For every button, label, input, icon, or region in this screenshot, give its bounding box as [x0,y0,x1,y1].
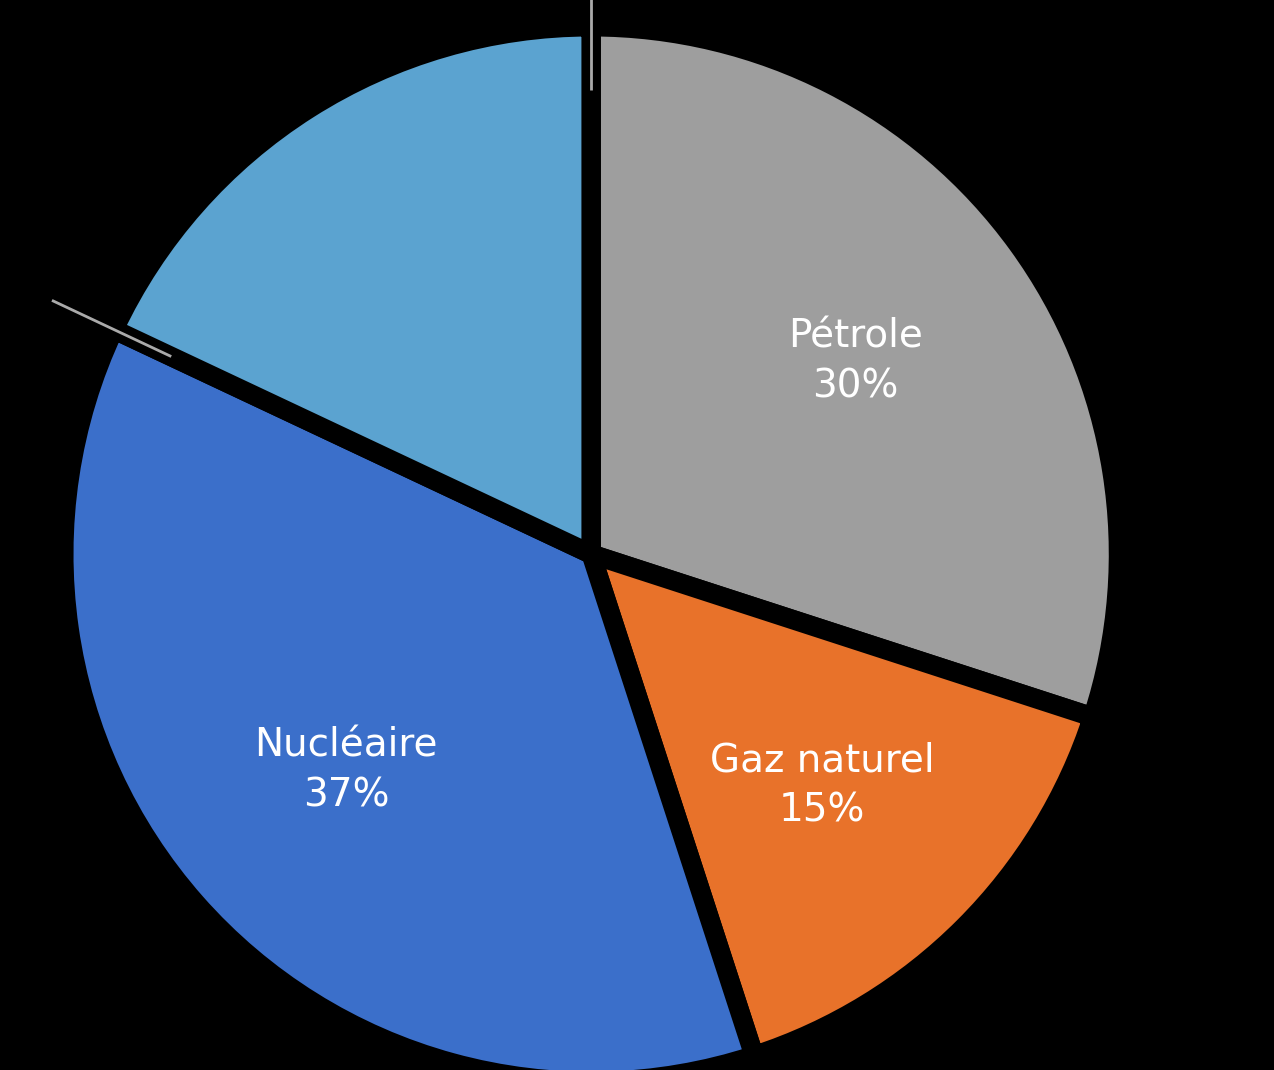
Wedge shape [113,27,591,554]
Wedge shape [591,554,1093,1056]
Text: Nucléaire
37%: Nucléaire 37% [254,727,438,814]
Text: Pétrole
30%: Pétrole 30% [789,318,924,406]
Wedge shape [64,330,754,1070]
Wedge shape [591,27,1119,717]
Text: Gaz naturel
15%: Gaz naturel 15% [710,742,935,829]
